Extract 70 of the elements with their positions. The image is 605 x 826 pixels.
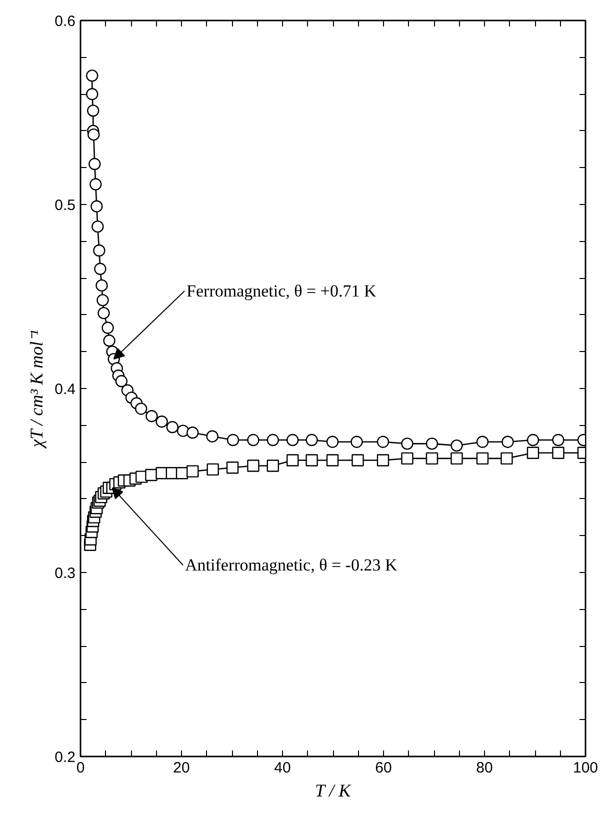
point [86, 88, 98, 100]
point [96, 294, 109, 306]
annotation: Antiferromagnetic, θ = -0.23 K [185, 556, 398, 575]
point [426, 438, 438, 450]
point [286, 434, 299, 446]
point [286, 454, 299, 466]
point [176, 424, 190, 437]
point [115, 375, 128, 388]
y-tick-label: 0.4 [54, 381, 76, 398]
x-tick-label: 20 [173, 760, 190, 776]
point [156, 416, 168, 428]
point [526, 434, 540, 446]
point [98, 306, 110, 320]
point [401, 438, 414, 450]
point [500, 452, 513, 465]
point [92, 220, 104, 233]
point [426, 452, 438, 465]
point [266, 434, 280, 446]
y-tick-label: 0.5 [54, 197, 76, 214]
point [552, 446, 564, 459]
x-tick-label: 60 [375, 760, 392, 776]
point [376, 454, 390, 466]
point [186, 465, 199, 478]
point [450, 452, 463, 465]
point [96, 279, 108, 292]
point [350, 436, 363, 448]
point [103, 334, 116, 347]
point [206, 463, 219, 476]
y-axis-title: χT / cm³ K mol⁻¹ [26, 330, 47, 450]
y-tick-label: 0.3 [54, 565, 76, 582]
y-tick-label: 0.6 [54, 13, 76, 30]
point [326, 454, 339, 466]
point [526, 446, 540, 459]
point [186, 426, 199, 439]
point [476, 452, 489, 465]
point [306, 454, 318, 466]
x-tick-label: 100 [572, 760, 598, 776]
point [86, 70, 98, 82]
point [94, 262, 106, 275]
point [166, 421, 179, 434]
point [502, 436, 514, 448]
point [93, 244, 106, 257]
point [352, 454, 364, 466]
point [226, 434, 240, 446]
point [87, 104, 100, 117]
point [376, 436, 390, 448]
point [247, 434, 260, 446]
x-axis-title: T / K [314, 780, 352, 800]
point [450, 439, 463, 452]
point [552, 434, 564, 446]
point [88, 128, 100, 141]
point [90, 178, 102, 190]
point [135, 402, 148, 415]
point [102, 322, 114, 334]
point [476, 436, 489, 448]
point [266, 460, 280, 472]
point [88, 158, 101, 170]
point [90, 200, 103, 212]
point [401, 452, 414, 465]
y-tick-label: 0.2 [54, 749, 76, 766]
x-tick-label: 0 [76, 760, 85, 776]
x-tick-label: 80 [476, 760, 493, 776]
point [306, 434, 318, 446]
point [226, 462, 239, 474]
point [146, 410, 158, 422]
annotation: Ferromagnetic, θ = +0.71 K [186, 281, 377, 300]
point [326, 436, 339, 448]
point [206, 430, 218, 442]
x-tick-label: 40 [274, 760, 291, 776]
point [247, 460, 260, 472]
